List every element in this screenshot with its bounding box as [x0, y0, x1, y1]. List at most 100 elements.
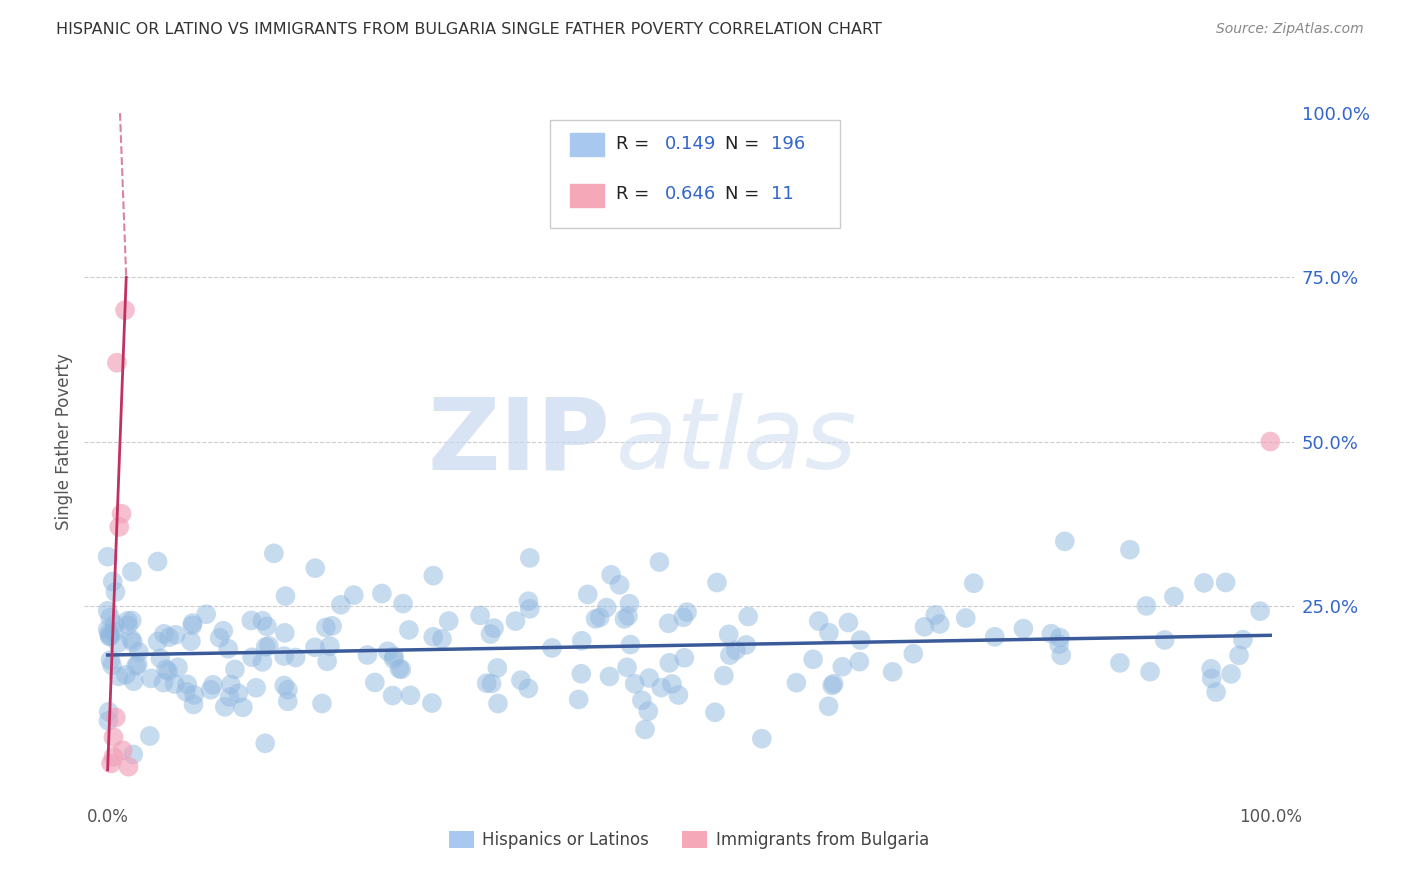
Point: [371, 586, 394, 600]
Point: [304, 640, 326, 655]
Point: [117, 760, 139, 774]
Text: 11: 11: [770, 186, 794, 203]
Point: [468, 608, 491, 623]
Point: [1119, 542, 1142, 557]
Point: [1012, 622, 1035, 636]
Point: [115, 667, 138, 681]
Point: [1201, 672, 1223, 686]
Point: [1215, 575, 1237, 590]
Point: [218, 690, 240, 704]
Point: [517, 681, 540, 696]
Text: N =: N =: [725, 135, 765, 153]
Point: [139, 729, 162, 743]
Point: [240, 614, 263, 628]
Point: [1205, 685, 1227, 699]
Point: [1163, 590, 1185, 604]
Point: [97, 705, 120, 719]
Point: [818, 625, 841, 640]
Point: [232, 700, 254, 714]
Point: [108, 520, 131, 534]
Point: [718, 648, 741, 662]
Point: [619, 597, 641, 611]
Point: [475, 676, 498, 690]
Point: [98, 610, 121, 624]
Point: [422, 568, 444, 582]
Point: [1258, 434, 1281, 449]
Point: [127, 657, 149, 672]
Point: [121, 614, 143, 628]
Point: [631, 693, 654, 707]
Text: R =: R =: [616, 186, 655, 203]
Point: [122, 747, 145, 762]
Point: [103, 617, 125, 632]
Point: [98, 630, 121, 644]
Point: [254, 640, 277, 654]
Point: [668, 688, 690, 702]
Point: [364, 675, 387, 690]
Point: [650, 681, 672, 695]
Point: [183, 698, 205, 712]
Point: [219, 677, 242, 691]
Point: [377, 644, 399, 658]
Point: [356, 648, 378, 662]
Point: [257, 639, 280, 653]
Point: [97, 549, 120, 564]
Point: [152, 675, 174, 690]
FancyBboxPatch shape: [571, 184, 605, 207]
Point: [1040, 626, 1063, 640]
Point: [146, 634, 169, 648]
Point: [304, 561, 326, 575]
Point: [121, 635, 143, 649]
Point: [97, 714, 120, 728]
Point: [637, 704, 659, 718]
Point: [217, 641, 239, 656]
Point: [174, 684, 197, 698]
Point: [737, 609, 759, 624]
Text: N =: N =: [725, 186, 765, 203]
Point: [1249, 604, 1271, 618]
Point: [97, 623, 120, 637]
Point: [97, 626, 120, 640]
Point: [598, 669, 620, 683]
Text: R =: R =: [616, 135, 655, 153]
Point: [277, 682, 299, 697]
Point: [128, 645, 150, 659]
Point: [821, 678, 844, 692]
Point: [195, 607, 218, 622]
Point: [831, 659, 853, 673]
Point: [617, 609, 640, 624]
Point: [343, 588, 366, 602]
Point: [274, 589, 297, 603]
Point: [576, 587, 599, 601]
Point: [311, 697, 333, 711]
Text: atlas: atlas: [616, 393, 858, 490]
Point: [658, 616, 681, 631]
Point: [319, 639, 342, 653]
Point: [1232, 632, 1254, 647]
Point: [1049, 631, 1071, 645]
Point: [157, 630, 180, 644]
Point: [486, 697, 509, 711]
Point: [97, 604, 120, 618]
Point: [125, 659, 148, 673]
Point: [1192, 575, 1215, 590]
Point: [224, 662, 246, 676]
Point: [316, 654, 339, 668]
Point: [648, 555, 671, 569]
Point: [107, 669, 129, 683]
Point: [568, 692, 591, 706]
Point: [569, 666, 592, 681]
Point: [153, 627, 176, 641]
Point: [103, 749, 125, 764]
Point: [785, 675, 807, 690]
Point: [505, 614, 527, 628]
Point: [479, 627, 502, 641]
Point: [724, 643, 747, 657]
Point: [1220, 667, 1243, 681]
Point: [176, 677, 198, 691]
Point: [1153, 632, 1175, 647]
Point: [146, 555, 169, 569]
Point: [165, 628, 187, 642]
Point: [481, 676, 503, 690]
Point: [240, 650, 263, 665]
